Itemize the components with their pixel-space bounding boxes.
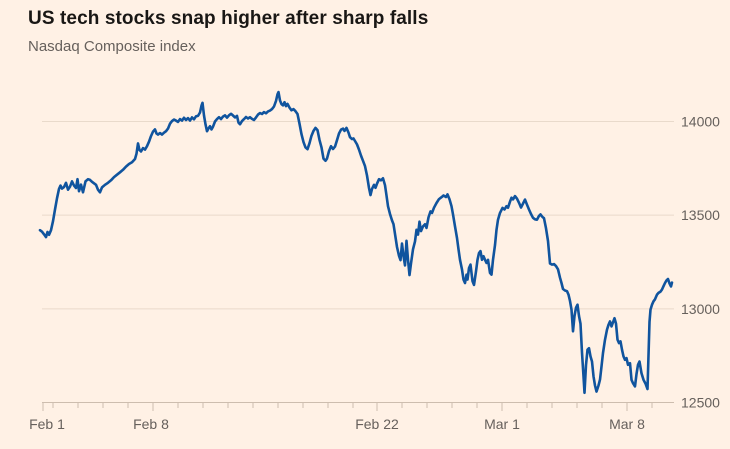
x-axis-label: Feb 22: [355, 416, 399, 432]
x-axis-label: Mar 1: [484, 416, 520, 432]
x-axis-label: Feb 1: [29, 416, 65, 432]
price-line: [38, 90, 674, 395]
x-axis-label: Feb 8: [133, 416, 169, 432]
y-axis-label: 13000: [681, 301, 720, 317]
chart-title: US tech stocks snap higher after sharp f…: [28, 8, 429, 29]
x-axis-label: Mar 8: [609, 416, 645, 432]
y-axis-label: 14000: [681, 114, 720, 130]
y-axis-label: 12500: [681, 395, 720, 411]
chart-subtitle: Nasdaq Composite index: [28, 38, 196, 55]
y-axis-label: 13500: [681, 207, 720, 223]
